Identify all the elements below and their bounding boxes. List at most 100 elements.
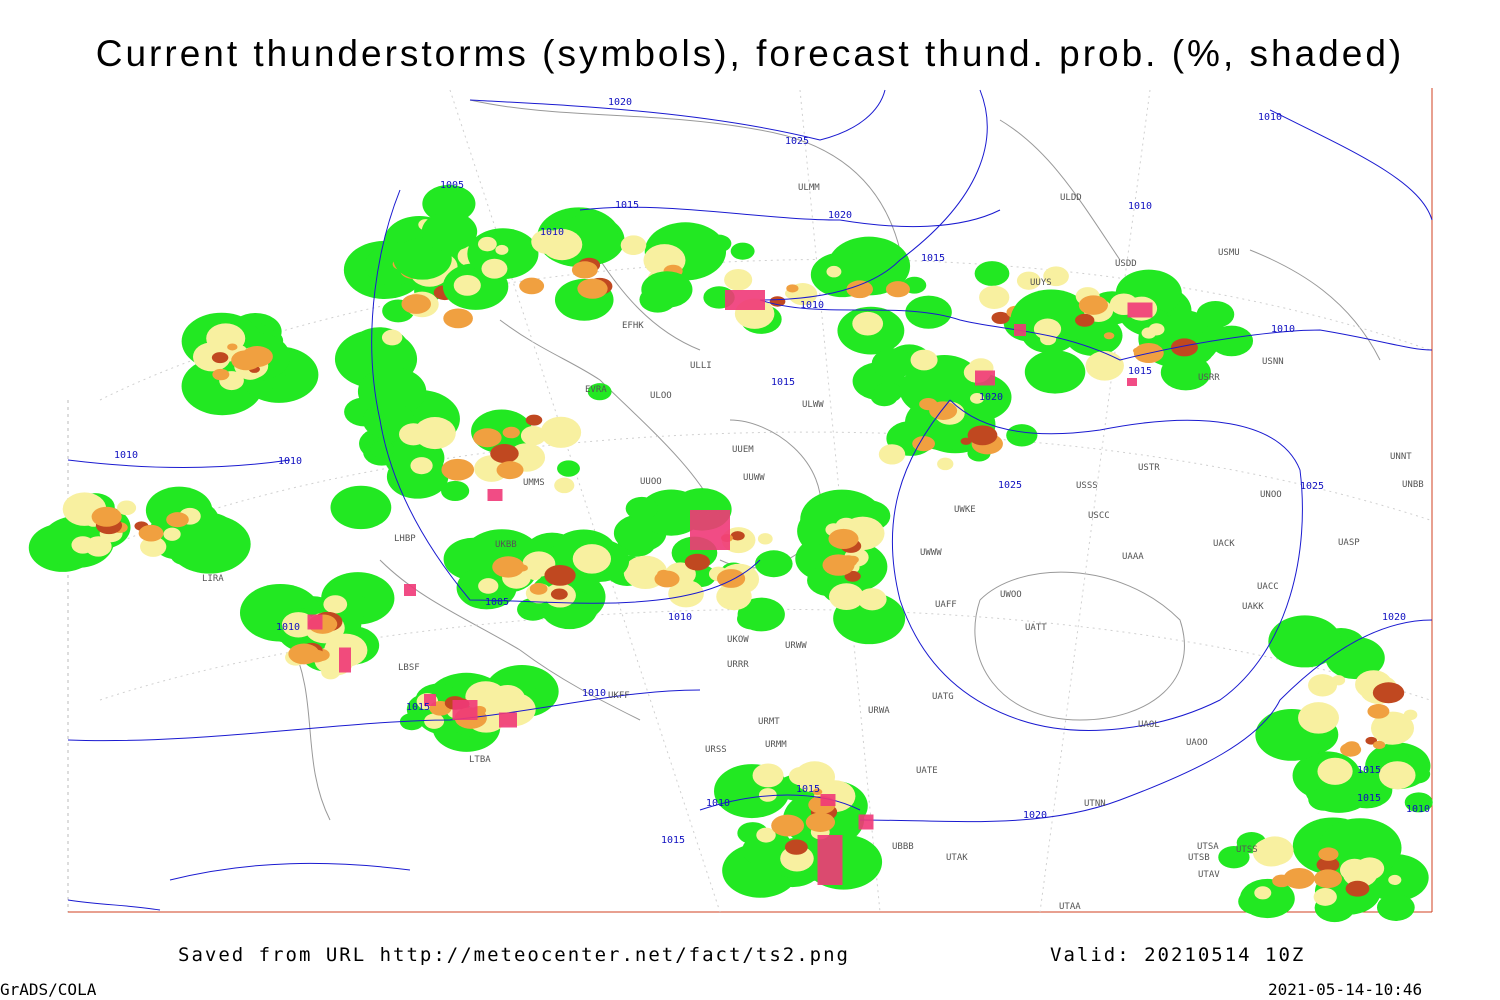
shade-high: [473, 428, 502, 448]
shade-low: [737, 597, 785, 632]
shade-mid: [1308, 674, 1338, 697]
shade-low: [905, 295, 952, 329]
shade-mid: [757, 533, 773, 545]
shade-mid: [828, 583, 864, 611]
shade-mid: [477, 236, 497, 252]
isobar-label: 1015: [921, 253, 945, 264]
isobar-label: 1015: [1128, 366, 1152, 377]
station-label: LBSF: [398, 663, 420, 673]
isobar-label: 1005: [440, 180, 464, 191]
shade-high: [1103, 332, 1115, 340]
isobar-label: 1010: [1258, 112, 1282, 123]
station-label: URMM: [765, 740, 787, 750]
storm-symbol: [452, 700, 478, 720]
shade-high: [1313, 869, 1343, 889]
shade-mid: [1085, 351, 1124, 381]
shade-high: [885, 281, 910, 298]
shade-low: [422, 184, 476, 223]
isobar-label: 1010: [1128, 201, 1152, 212]
title: Current thunderstorms (symbols), forecas…: [96, 33, 1404, 74]
station-label: USTR: [1138, 463, 1160, 473]
station-label: EVRA: [585, 385, 607, 395]
shade-mid: [481, 258, 508, 279]
station-label: UAAA: [1122, 552, 1144, 562]
isobar-label: 1020: [828, 210, 852, 221]
shade-low: [1218, 846, 1250, 869]
shade-high: [812, 788, 823, 796]
shade-mid: [979, 285, 1010, 310]
shade-mid: [756, 827, 776, 843]
shade-high: [1170, 338, 1198, 357]
shade-mid: [721, 598, 735, 609]
shade-low: [730, 242, 755, 260]
shade-high: [846, 280, 873, 299]
isobar-label: 1015: [661, 835, 685, 846]
station-label: ULDD: [1060, 193, 1082, 203]
isobar-label: 1020: [979, 392, 1003, 403]
station-label: UKFF: [608, 691, 630, 701]
shade-mid: [424, 713, 445, 729]
isobar-label: 1010: [668, 612, 692, 623]
shade-mid: [826, 265, 842, 278]
shade-low: [557, 460, 580, 477]
station-label: UMMS: [523, 478, 545, 488]
shade-mid: [495, 244, 509, 255]
shade-mid: [554, 477, 575, 494]
storm-symbol: [499, 712, 517, 728]
shade-low: [1239, 878, 1295, 919]
shade-high: [525, 414, 543, 426]
station-label: UATE: [916, 766, 938, 776]
shade-mid: [1317, 757, 1353, 785]
storm-symbol: [424, 694, 436, 706]
shade-low: [1024, 350, 1086, 394]
thunderstorm-symbols: [307, 290, 1153, 885]
shade-low: [573, 219, 618, 251]
shade-high: [1372, 682, 1405, 704]
shade-low: [330, 485, 392, 530]
shade-high: [786, 284, 799, 293]
shade-high: [529, 582, 548, 595]
isobar-label: 1010: [278, 456, 302, 467]
shade-mid: [857, 588, 887, 611]
timestamp: 2021-05-14-10:46: [1268, 980, 1422, 999]
isobar-label: 1010: [276, 622, 300, 633]
shade-mid: [117, 500, 137, 516]
station-label: LTBA: [469, 755, 491, 765]
station-label: URSS: [705, 745, 727, 755]
shade-mid: [140, 536, 167, 557]
shade-low: [370, 440, 395, 459]
shade-low: [1006, 424, 1038, 447]
shade-low: [804, 834, 883, 890]
shade-mid: [281, 612, 315, 638]
shade-low: [1404, 792, 1433, 813]
station-labels: ULMM ULDD USDD UUYS USMU USRR USNN EFHK ULLI ULOO…: [202, 183, 1424, 912]
shade-high: [1367, 704, 1390, 719]
shade-high: [1318, 847, 1339, 861]
shade-mid: [1256, 836, 1294, 866]
storm-symbol: [307, 614, 323, 630]
shade-high: [654, 570, 680, 588]
station-label: UUOO: [640, 477, 662, 487]
shade-high: [991, 311, 1010, 324]
shade-low: [587, 383, 612, 401]
shade-high: [519, 277, 545, 295]
shade-mid: [1339, 858, 1370, 882]
station-label: UACC: [1257, 582, 1279, 592]
shade-high: [91, 506, 122, 527]
isobar-label: 1025: [785, 136, 809, 147]
shade-high: [550, 588, 568, 600]
shade-high: [492, 556, 525, 578]
shade-low: [1376, 893, 1415, 921]
station-label: UASP: [1338, 538, 1360, 548]
shade-high: [1075, 313, 1095, 327]
storm-symbol: [690, 510, 730, 550]
shade-high: [401, 294, 432, 314]
isobar-label: 1010: [1406, 804, 1430, 815]
shade-mid: [1254, 886, 1272, 900]
station-label: UWOO: [1000, 590, 1022, 600]
shade-high: [828, 528, 859, 549]
shade-low: [1196, 300, 1235, 328]
shade-mid: [453, 274, 481, 296]
shade-mid: [1370, 711, 1415, 745]
